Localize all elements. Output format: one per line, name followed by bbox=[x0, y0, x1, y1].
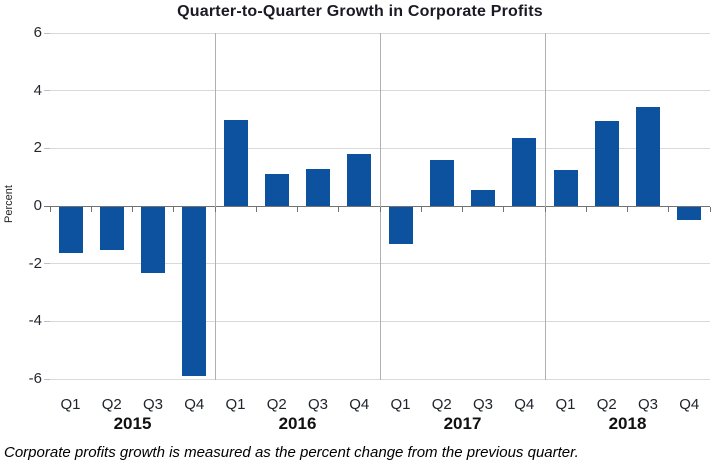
bar-2018-q1 bbox=[553, 169, 578, 206]
y-axis-tick bbox=[44, 32, 50, 34]
y-tick-label: 2 bbox=[33, 139, 42, 157]
x-axis-tick bbox=[462, 206, 463, 212]
quarter-label: Q2 bbox=[266, 396, 287, 413]
quarter-label: Q4 bbox=[349, 396, 370, 413]
bar-2015-q1 bbox=[58, 207, 83, 254]
quarter-label: Q3 bbox=[472, 396, 493, 413]
x-axis-tick bbox=[297, 206, 298, 212]
quarter-label: Q1 bbox=[555, 396, 576, 413]
x-axis-tick bbox=[627, 206, 628, 212]
bar-2018-q4 bbox=[677, 207, 702, 220]
quarter-label: Q2 bbox=[101, 396, 122, 413]
quarter-label: Q3 bbox=[307, 396, 328, 413]
quarter-label: Q3 bbox=[142, 396, 163, 413]
quarter-label: Q2 bbox=[596, 396, 617, 413]
quarter-label: Q1 bbox=[390, 396, 411, 413]
bar-2015-q3 bbox=[141, 207, 166, 274]
y-axis-tick bbox=[44, 147, 50, 149]
x-axis-tick bbox=[132, 206, 133, 212]
y-axis-tick bbox=[44, 90, 50, 92]
quarter-label: Q1 bbox=[225, 396, 246, 413]
y-tick-label: 0 bbox=[33, 197, 42, 214]
quarter-label: Q4 bbox=[679, 396, 700, 413]
y-tick-label: 4 bbox=[33, 81, 42, 99]
bar-2017-q4 bbox=[512, 138, 537, 206]
x-axis-tick bbox=[420, 206, 422, 212]
y-axis-tick bbox=[44, 320, 50, 322]
bar-2015-q2 bbox=[99, 207, 124, 251]
x-axis-tick bbox=[544, 206, 546, 212]
x-axis-tick bbox=[214, 206, 216, 212]
y-tick-label: -2 bbox=[28, 254, 42, 272]
bar-2017-q1 bbox=[388, 207, 413, 245]
quarter-label: Q1 bbox=[60, 396, 81, 413]
x-axis-tick bbox=[90, 206, 92, 212]
x-axis-tick bbox=[379, 206, 381, 212]
y-axis-tick bbox=[44, 263, 50, 265]
bar-2016-q1 bbox=[223, 119, 248, 206]
year-label: 2018 bbox=[608, 414, 647, 433]
x-axis-tick bbox=[338, 206, 340, 212]
year-label: 2015 bbox=[113, 414, 152, 433]
y-tick-label: -6 bbox=[28, 370, 42, 387]
bar-2015-q4 bbox=[182, 207, 207, 376]
bar-2016-q2 bbox=[264, 174, 289, 206]
y-axis-tick bbox=[44, 378, 50, 380]
bar-2016-q3 bbox=[306, 168, 331, 206]
x-axis-tick bbox=[668, 206, 670, 212]
quarter-label: Q3 bbox=[637, 396, 658, 413]
year-label: 2016 bbox=[278, 414, 317, 433]
x-axis-tick bbox=[709, 206, 711, 212]
y-tick-label: 6 bbox=[33, 24, 42, 41]
bar-2018-q2 bbox=[594, 120, 619, 206]
chart-caption: Corporate profits growth is measured as … bbox=[4, 444, 579, 461]
year-label: 2017 bbox=[443, 414, 482, 433]
chart-title: Quarter-to-Quarter Growth in Corporate P… bbox=[177, 3, 543, 20]
y-tick-label: -4 bbox=[28, 312, 42, 330]
x-axis-tick bbox=[503, 206, 505, 212]
bar-2017-q2 bbox=[429, 159, 454, 206]
x-axis-tick bbox=[255, 206, 257, 212]
x-axis-tick bbox=[585, 206, 587, 212]
zero-axis-line bbox=[44, 205, 710, 207]
x-axis-tick bbox=[49, 206, 51, 212]
bar-2018-q3 bbox=[636, 106, 661, 206]
quarter-label: Q4 bbox=[514, 396, 535, 413]
quarter-label: Q2 bbox=[431, 396, 452, 413]
plot-area: 6 4 2 0 -2 -4 -6 Q1 Q2 Q3 Q4 2015 Q1 Q2 Q3 Q4 2016 Q1 Q2 Q3… bbox=[29, 24, 711, 433]
quarter-label: Q4 bbox=[184, 396, 205, 413]
bar-2017-q3 bbox=[471, 190, 496, 206]
x-axis-tick bbox=[173, 206, 175, 212]
bar-2016-q4 bbox=[347, 154, 372, 206]
